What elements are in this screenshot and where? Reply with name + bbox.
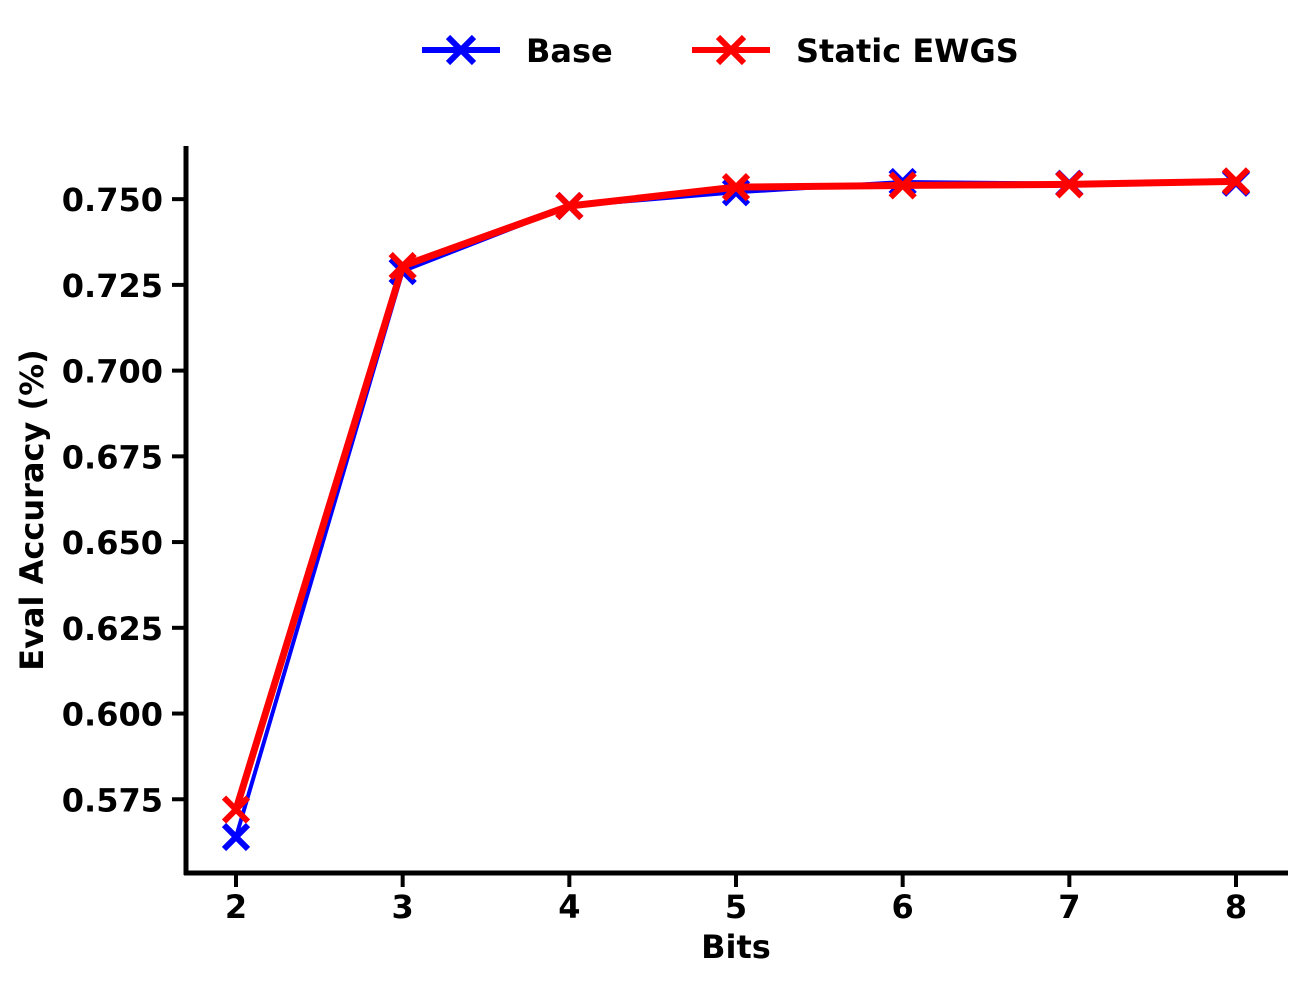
y-tick-label: 0.675 xyxy=(62,438,163,476)
y-ticks: 0.575 0.600 0.625 0.650 0.675 0.700 0.725 0.750 xyxy=(62,181,186,819)
data-point-marker xyxy=(721,173,751,202)
series-base xyxy=(221,167,1251,852)
legend-label: Static EWGS xyxy=(796,32,1019,70)
x-tick-label: 3 xyxy=(392,888,414,926)
legend-item: Static EWGS xyxy=(692,32,1019,70)
data-point-marker xyxy=(221,795,251,824)
x-tick-label: 6 xyxy=(892,888,914,926)
data-point-marker xyxy=(888,171,917,200)
data-point-marker xyxy=(555,191,584,221)
series-static-ewgs xyxy=(221,167,1251,824)
series-line xyxy=(232,177,1237,811)
data-point-marker xyxy=(1221,167,1251,196)
x-tick-label: 5 xyxy=(725,888,747,926)
data-point-marker xyxy=(221,822,251,852)
legend-label: Base xyxy=(526,32,613,70)
legend-marker xyxy=(715,34,747,66)
series-line xyxy=(234,180,1237,838)
x-axis-label: Bits xyxy=(701,928,771,966)
legend: Base Static EWGS xyxy=(422,32,1019,70)
y-tick-label: 0.700 xyxy=(62,353,163,391)
y-tick-label: 0.750 xyxy=(62,181,163,219)
data-point-marker xyxy=(1055,170,1084,199)
axes xyxy=(183,146,1288,876)
y-tick-label: 0.650 xyxy=(62,524,163,562)
data-point-marker xyxy=(388,251,417,281)
y-tick-label: 0.600 xyxy=(62,696,163,734)
x-tick-label: 8 xyxy=(1225,888,1247,926)
x-ticks: 2 3 4 5 6 7 8 xyxy=(225,873,1247,926)
y-tick-label: 0.575 xyxy=(62,781,163,819)
x-tick-label: 4 xyxy=(558,888,580,926)
legend-item: Base xyxy=(422,32,613,70)
x-tick-label: 2 xyxy=(225,888,247,926)
y-tick-label: 0.725 xyxy=(62,267,163,305)
legend-marker xyxy=(445,34,477,66)
y-tick-label: 0.625 xyxy=(62,610,163,648)
y-axis-label: Eval Accuracy (%) xyxy=(13,349,51,671)
series-layer xyxy=(221,167,1251,852)
x-tick-label: 7 xyxy=(1058,888,1080,926)
